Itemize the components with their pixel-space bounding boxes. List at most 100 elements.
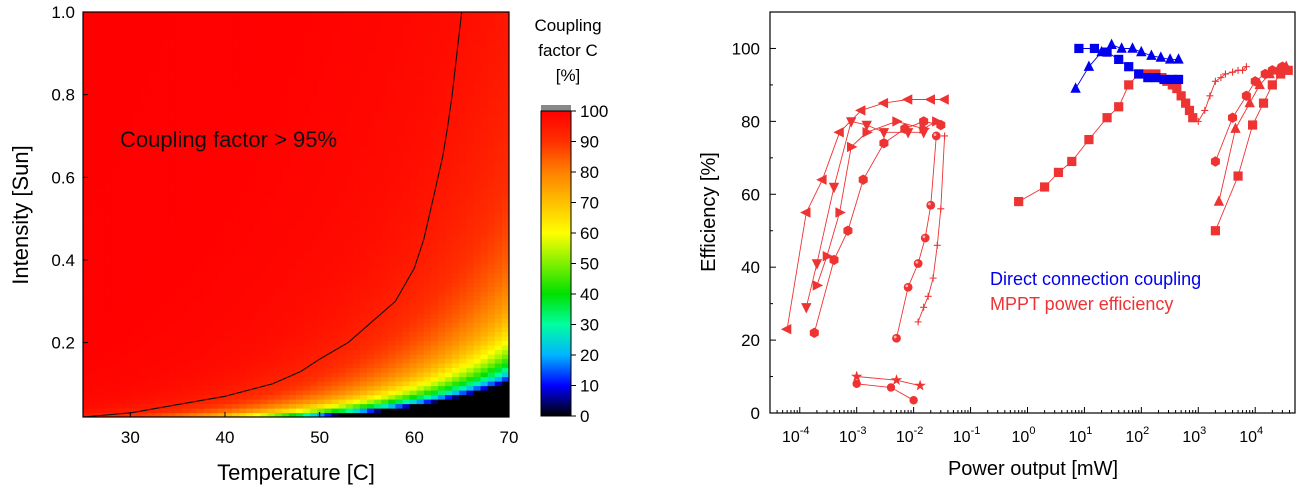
heatmap-cell xyxy=(430,322,439,328)
heatmap-cell xyxy=(281,250,290,256)
heatmap-cell xyxy=(395,66,404,72)
heatmap-cell xyxy=(395,309,404,315)
heatmap-cell xyxy=(97,390,105,396)
heatmap-cell xyxy=(239,106,247,112)
heatmap-cell xyxy=(217,156,226,162)
heatmap-cell xyxy=(182,120,191,126)
heatmap-cell xyxy=(83,232,91,238)
heatmap-cell xyxy=(423,277,432,283)
heatmap-cell xyxy=(161,25,169,31)
heatmap-cell xyxy=(125,219,134,225)
heatmap-cell xyxy=(239,385,247,391)
heatmap-cell xyxy=(111,169,120,175)
heatmap-cell xyxy=(395,115,404,121)
heatmap-cell xyxy=(196,399,205,405)
heatmap-cell xyxy=(175,183,183,189)
heatmap-cell xyxy=(395,394,404,400)
heatmap-cell xyxy=(310,138,318,144)
heatmap-cell xyxy=(267,372,276,378)
heatmap-cell xyxy=(132,129,141,135)
heatmap-cell xyxy=(324,84,333,90)
heatmap-cell xyxy=(182,268,191,274)
heatmap-cell xyxy=(175,12,183,18)
heatmap-cell xyxy=(253,349,262,355)
heatmap-cell xyxy=(196,133,205,139)
heatmap-cell xyxy=(139,21,148,27)
heatmap-cell xyxy=(189,61,198,67)
heatmap-cell xyxy=(430,318,439,324)
heatmap-cell xyxy=(288,304,297,310)
heatmap-cell xyxy=(210,376,219,382)
heatmap-cell xyxy=(232,349,240,355)
heatmap-cell xyxy=(97,313,105,319)
heatmap-cell xyxy=(104,111,112,117)
heatmap-cell xyxy=(154,372,162,378)
heatmap-cell xyxy=(288,129,297,135)
heatmap-cell xyxy=(146,322,155,328)
heatmap-cell xyxy=(466,115,475,121)
heatmap-cell xyxy=(239,295,247,301)
heatmap-cell xyxy=(445,187,453,193)
heatmap-cell xyxy=(338,79,347,85)
heatmap-cell xyxy=(331,394,340,400)
heatmap-cell xyxy=(210,106,219,112)
heatmap-cell xyxy=(331,70,340,76)
heatmap-cell xyxy=(296,399,304,405)
heatmap-cell xyxy=(395,228,404,234)
heatmap-cell xyxy=(430,286,439,292)
heatmap-cell xyxy=(189,228,198,234)
heatmap-cell xyxy=(253,187,262,193)
heatmap-cell xyxy=(232,210,240,216)
heatmap-cell xyxy=(111,340,120,346)
heatmap-cell xyxy=(402,178,411,184)
heatmap-cell xyxy=(338,102,347,108)
heatmap-cell xyxy=(459,300,467,306)
heatmap-cell xyxy=(217,219,226,225)
heatmap-cell xyxy=(367,30,375,36)
heatmap-cell xyxy=(246,399,254,405)
heatmap-cell xyxy=(438,79,446,85)
heatmap-cell xyxy=(367,372,375,378)
heatmap-cell xyxy=(310,106,318,112)
heatmap-cell xyxy=(90,345,98,351)
heatmap-cell xyxy=(97,232,105,238)
heatmap-cell xyxy=(189,93,198,99)
heatmap-cell xyxy=(288,295,297,301)
heatmap-cell xyxy=(473,300,482,306)
heatmap-cell xyxy=(303,340,311,346)
heatmap-cell xyxy=(402,282,411,288)
heatmap-cell xyxy=(97,70,105,76)
heatmap-cell xyxy=(232,183,240,189)
heatmap-cell xyxy=(83,241,91,247)
heatmap-cell xyxy=(168,381,176,387)
heatmap-cell xyxy=(281,286,290,292)
heatmap-cell xyxy=(281,75,290,81)
heatmap-cell xyxy=(139,93,148,99)
heatmap-cell xyxy=(168,363,176,369)
heatmap-cell xyxy=(246,156,254,162)
heatmap-cell xyxy=(345,25,354,31)
heatmap-cell xyxy=(139,120,148,126)
heatmap-cell xyxy=(331,111,340,117)
heatmap-cell xyxy=(331,165,340,171)
heatmap-cell xyxy=(132,120,141,126)
heatmap-cell xyxy=(239,268,247,274)
heatmap-cell xyxy=(324,291,333,297)
heatmap-cell xyxy=(182,376,191,382)
heatmap-cell xyxy=(139,304,148,310)
heatmap-cell xyxy=(288,268,297,274)
heatmap-cell xyxy=(182,399,191,405)
heatmap-cell xyxy=(296,21,304,27)
heatmap-cell xyxy=(459,210,467,216)
heatmap-cell xyxy=(359,142,368,148)
heatmap-cell xyxy=(182,97,191,103)
heatmap-cell xyxy=(90,363,98,369)
heatmap-cell xyxy=(395,408,404,414)
heatmap-cell xyxy=(111,390,120,396)
heatmap-cell xyxy=(154,304,162,310)
heatmap-cell xyxy=(217,187,226,193)
heatmap-cell xyxy=(267,255,276,261)
heatmap-cell xyxy=(430,160,439,166)
heatmap-cell xyxy=(452,75,460,81)
heatmap-field xyxy=(83,12,509,417)
